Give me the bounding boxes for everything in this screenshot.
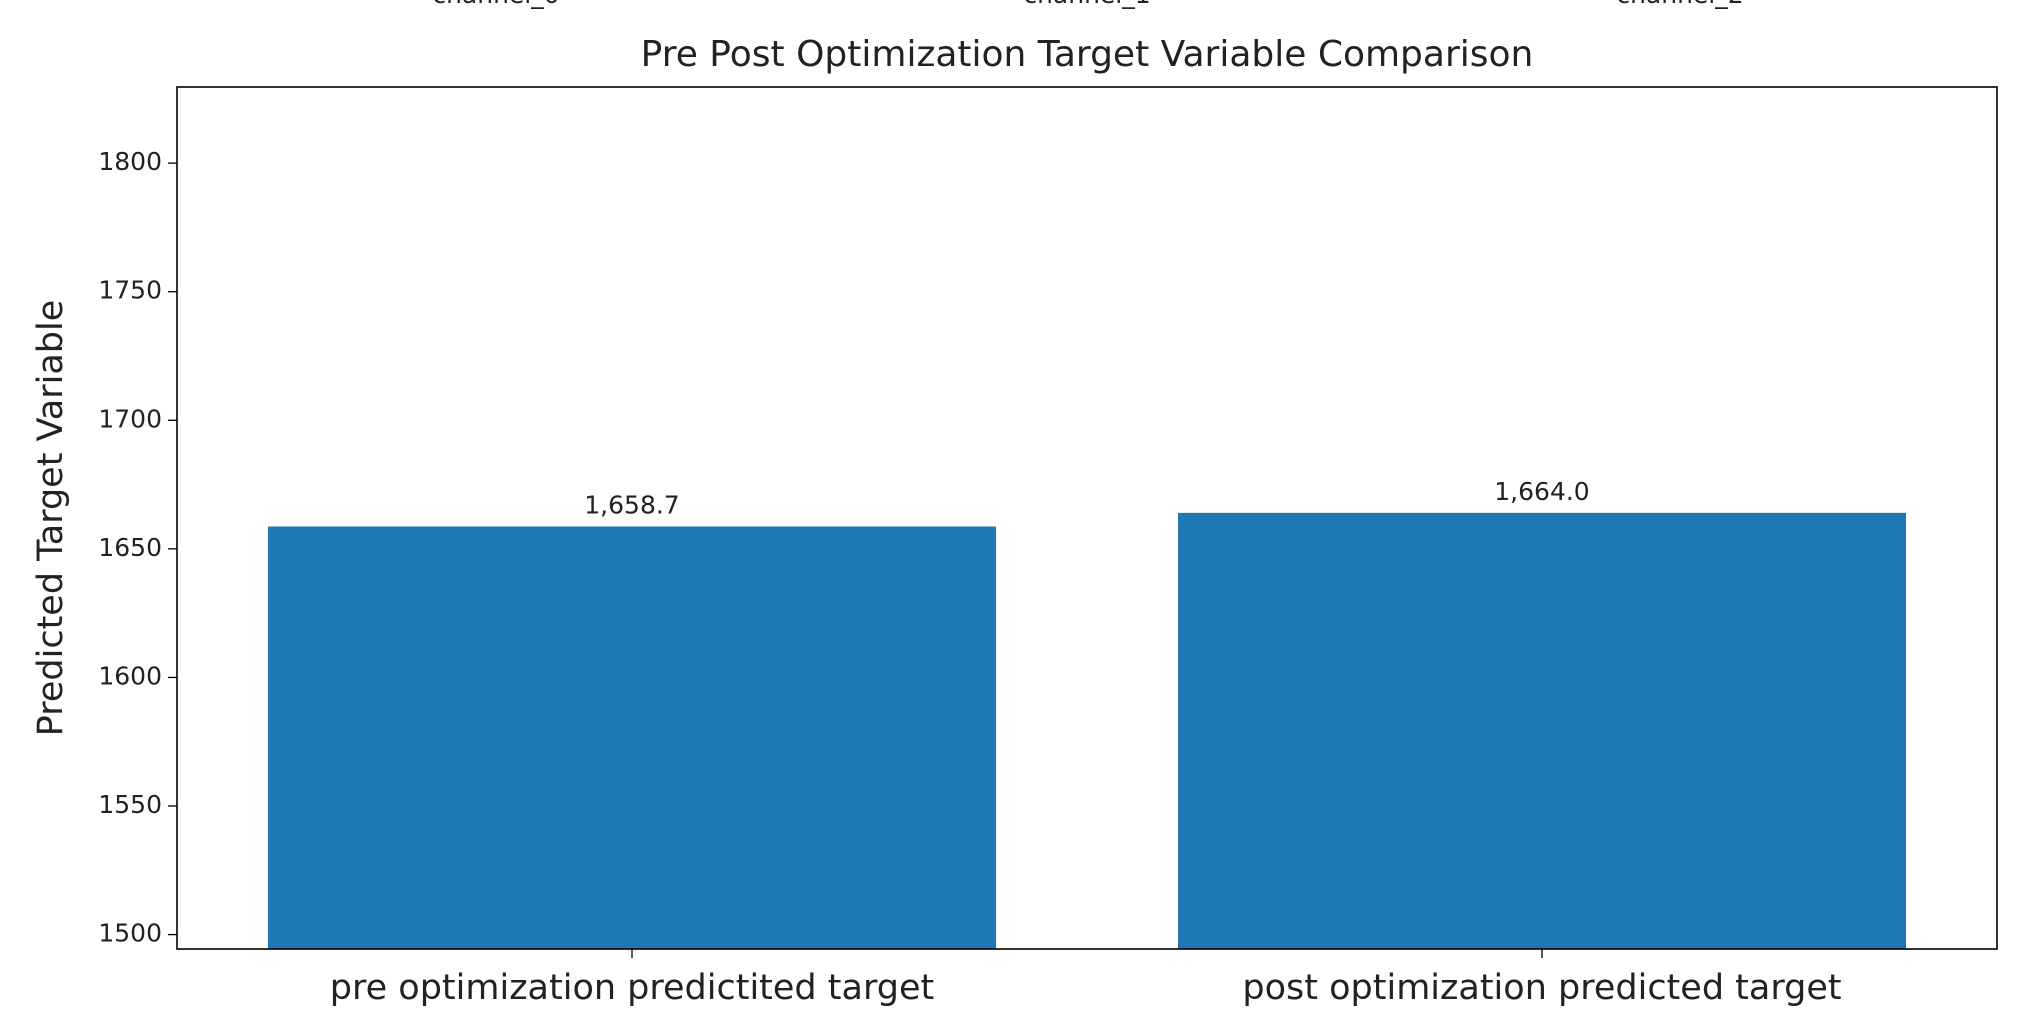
y-tick-label: 1500 xyxy=(98,919,162,948)
y-tick-label: 1650 xyxy=(98,533,162,562)
y-tick-label: 1600 xyxy=(98,661,162,690)
partial-label: channel_2 xyxy=(1616,0,1743,9)
value-label: 1,658.7 xyxy=(584,490,679,519)
bar xyxy=(1178,512,1906,949)
partial-label: channel_0 xyxy=(432,0,559,9)
chart-title: Pre Post Optimization Target Variable Co… xyxy=(641,34,1534,75)
y-tick-label: 1550 xyxy=(98,790,162,819)
bar xyxy=(268,526,996,949)
x-tick-label: pre optimization predictited target xyxy=(330,968,934,1008)
y-tick-label: 1750 xyxy=(98,276,162,305)
value-label: 1,664.0 xyxy=(1494,477,1589,506)
y-axis-label: Predicted Target Variable xyxy=(31,300,71,737)
y-tick-label: 1700 xyxy=(98,404,162,433)
partial-label: channel_1 xyxy=(1023,0,1150,9)
x-tick-label: post optimization predicted target xyxy=(1242,968,1841,1008)
y-tick-label: 1800 xyxy=(98,147,162,176)
plot-frame xyxy=(176,86,1998,950)
